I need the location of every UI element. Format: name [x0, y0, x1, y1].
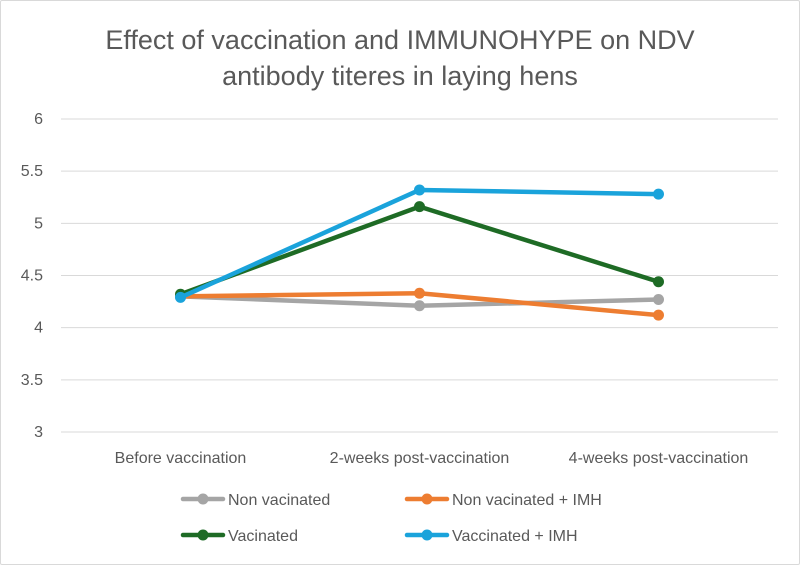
- data-point: [653, 309, 664, 321]
- data-point: [175, 291, 186, 303]
- legend-item: Non vacinated + IMH: [404, 492, 602, 509]
- y-tick-label: 4.5: [21, 268, 43, 285]
- legend-label: Vaccinated + IMH: [452, 528, 578, 545]
- x-category-label: 2-weeks post-vaccination: [330, 450, 510, 467]
- y-tick-label: 3.5: [21, 372, 43, 389]
- chart-title-line-1: Effect of vaccination and IMMUNOHYPE on …: [105, 25, 694, 55]
- legend-item: Vacinated: [180, 528, 298, 545]
- legend-swatch-marker: [197, 529, 209, 541]
- legend-label: Non vacinated: [228, 492, 330, 509]
- legend-label: Vacinated: [228, 528, 298, 545]
- x-axis-categories: Before vaccination 2-weeks post-vaccinati…: [115, 450, 749, 467]
- series-3: [175, 201, 664, 300]
- gridlines: [61, 118, 778, 433]
- data-point: [653, 276, 664, 288]
- legend-item: Non vacinated: [180, 492, 330, 509]
- data-point: [653, 293, 664, 305]
- y-axis-ticks: 3 3.5 4 4.5 5 5.5 6: [21, 111, 43, 441]
- legend-label: Non vacinated + IMH: [452, 492, 602, 509]
- series-line: [178, 204, 661, 297]
- data-point: [414, 300, 425, 312]
- y-tick-label: 4: [34, 320, 43, 337]
- y-tick-label: 5.5: [21, 163, 43, 180]
- y-tick-label: 3: [34, 424, 43, 441]
- data-point: [414, 184, 425, 196]
- series-lines: [175, 184, 664, 321]
- series-4: [175, 184, 664, 303]
- y-tick-label: 6: [34, 111, 43, 128]
- legend-swatch-marker: [197, 493, 209, 505]
- chart-title-line-2: antibody titeres in laying hens: [222, 61, 578, 91]
- data-point: [414, 287, 425, 299]
- legend-swatch-marker: [421, 529, 433, 541]
- x-category-label: 4-weeks post-vaccination: [569, 450, 749, 467]
- data-point: [414, 201, 425, 213]
- legend: Non vacinated Non vacinated + IMH Vacinate…: [180, 492, 602, 545]
- data-point: [653, 188, 664, 200]
- legend-swatch-marker: [421, 493, 433, 505]
- x-category-label: Before vaccination: [115, 450, 247, 467]
- y-tick-label: 5: [34, 215, 43, 232]
- legend-item: Vaccinated + IMH: [404, 528, 578, 545]
